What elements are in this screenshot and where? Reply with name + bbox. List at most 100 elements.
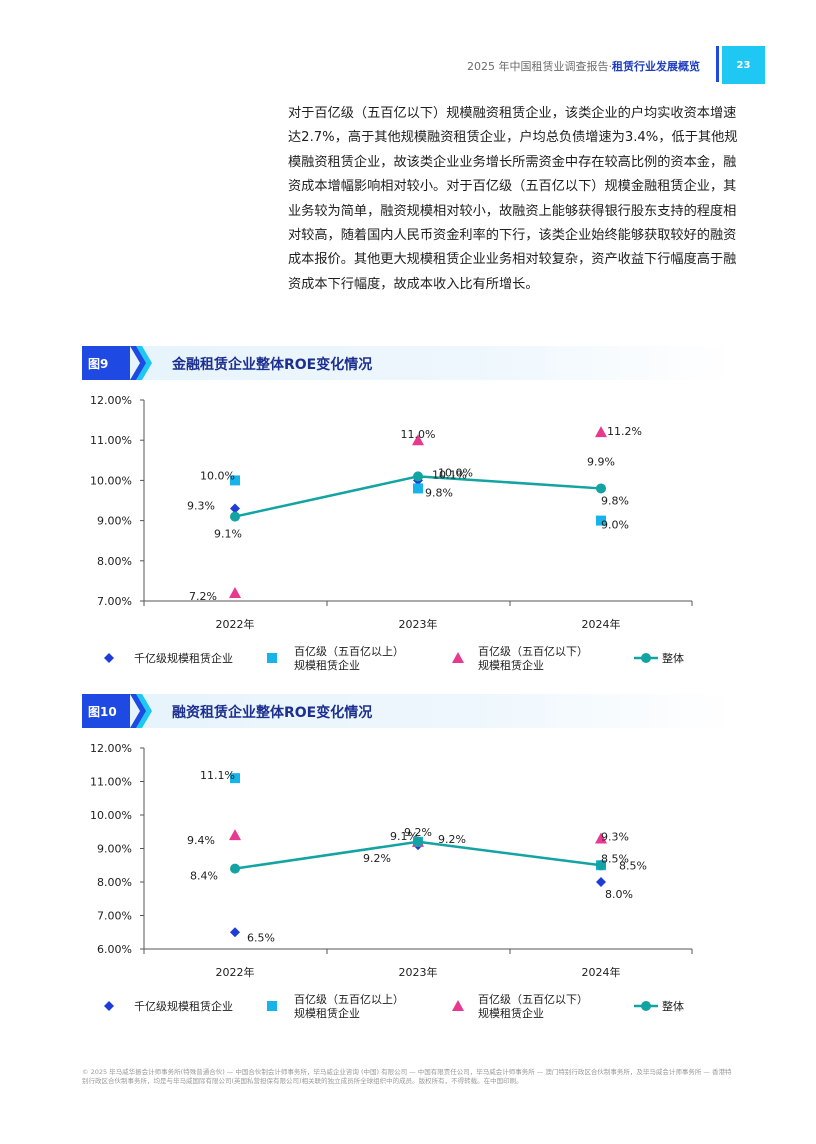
data-point	[230, 503, 240, 514]
data-point	[413, 471, 423, 482]
data-label: 9.8%	[425, 486, 453, 499]
page-number: 23	[722, 46, 765, 84]
data-label: 9.3%	[601, 830, 629, 843]
data-point	[230, 773, 240, 784]
data-label: 8.5%	[619, 859, 647, 872]
data-label: 9.2%	[404, 826, 432, 839]
legend-marker	[104, 653, 114, 663]
y-tick-label: 9.00%	[97, 515, 132, 528]
legend-marker	[267, 1001, 277, 1011]
y-tick-label: 6.00%	[97, 943, 132, 956]
x-tick-label: 2022年	[216, 965, 255, 979]
data-label: 6.5%	[247, 931, 275, 944]
x-tick-label: 2024年	[582, 965, 621, 979]
data-label: 9.9%	[587, 455, 615, 468]
data-label: 9.2%	[363, 852, 391, 865]
y-tick-label: 9.00%	[97, 843, 132, 856]
roe-chart-financial-leasing: 12.00% 11.00% 10.00% 9.00% 8.00% 7.00% 2022年 20…	[90, 394, 693, 672]
figure-9-title: 金融租赁企业整体ROE变化情况	[172, 357, 373, 373]
legend-marker	[104, 1001, 114, 1011]
data-point	[230, 927, 240, 938]
figure-10-title: 融资租赁企业整体ROE变化情况	[172, 705, 373, 721]
chevron-right-icon	[130, 694, 152, 728]
legend-marker	[641, 653, 651, 663]
legend-label: 千亿级规模租赁企业	[134, 651, 233, 665]
data-point	[230, 863, 240, 874]
data-point	[595, 426, 607, 438]
legend-label: 规模租赁企业	[294, 1006, 360, 1020]
legend-label: 百亿级（五百亿以上）	[294, 993, 404, 1006]
y-tick-label: 8.00%	[97, 876, 132, 889]
figure-10-banner: 图10 融资租赁企业整体ROE变化情况	[82, 694, 736, 728]
data-point	[413, 836, 423, 847]
data-label: 9.4%	[187, 834, 215, 847]
legend-label: 百亿级（五百亿以下）	[478, 993, 588, 1006]
legend-label: 规模租赁企业	[478, 658, 544, 672]
data-point	[230, 511, 240, 522]
data-point	[229, 829, 241, 841]
page-header: 2025 年中国租赁业调查报告·租赁行业发展概览 23	[0, 44, 816, 84]
figure-9-chart: 12.00% 11.00% 10.00% 9.00% 8.00% 7.00% 2022年 20…	[82, 388, 736, 678]
data-point	[595, 832, 607, 844]
header-report-name: 2025 年中国租赁业调查报告·	[467, 60, 612, 73]
data-point	[229, 586, 241, 598]
data-label: 9.3%	[187, 500, 215, 513]
header-divider	[716, 46, 719, 82]
y-tick-label: 12.00%	[90, 394, 132, 407]
legend-label: 整体	[662, 999, 684, 1013]
y-tick-label: 8.00%	[97, 555, 132, 568]
y-tick-label: 10.00%	[90, 809, 132, 822]
legend-marker	[641, 1001, 651, 1011]
data-label: 8.5%	[601, 852, 629, 865]
x-tick-label: 2022年	[216, 617, 255, 631]
data-point	[596, 877, 606, 887]
data-point	[230, 475, 240, 486]
data-label: 9.2%	[438, 833, 466, 846]
legend-marker	[267, 653, 277, 663]
data-point	[596, 483, 606, 494]
header-section-name: 租赁行业发展概览	[612, 60, 700, 73]
roe-chart-finance-leasing: 12.00% 11.00% 10.00% 9.00% 8.00% 7.00% 6.00% 20…	[90, 742, 693, 1020]
chevron-right-icon	[130, 346, 152, 380]
legend-label: 规模租赁企业	[294, 658, 360, 672]
x-tick-label: 2023年	[399, 965, 438, 979]
data-label: 10.0%	[200, 469, 235, 482]
data-label: 8.4%	[190, 870, 218, 883]
y-tick-label: 7.00%	[97, 910, 132, 923]
legend-label: 规模租赁企业	[478, 1006, 544, 1020]
copyright-footer: © 2025 毕马威华振会计师事务所(特殊普通合伙) — 中国合伙制会计师事务所…	[82, 1068, 732, 1085]
figure-10-tag: 图10	[82, 694, 130, 728]
data-label: 11.1%	[200, 769, 235, 782]
data-label: 7.2%	[189, 590, 217, 603]
y-tick-label: 11.00%	[90, 434, 132, 447]
legend-marker	[452, 652, 464, 663]
figure-10-chart: 12.00% 11.00% 10.00% 9.00% 8.00% 7.00% 6.00% 20…	[82, 736, 736, 1026]
legend-label: 百亿级（五百亿以上）	[294, 645, 404, 658]
data-label: 10.1%	[432, 468, 467, 481]
data-label: 9.1%	[390, 830, 418, 843]
y-tick-label: 12.00%	[90, 742, 132, 755]
body-paragraph: 对于百亿级（五百亿以下）规模融资租赁企业，该类企业的户均实收资本增速达2.7%，…	[288, 106, 738, 292]
figure-9-tag: 图9	[82, 346, 130, 380]
header-title: 2025 年中国租赁业调查报告·租赁行业发展概览	[467, 58, 700, 74]
data-label: 9.8%	[601, 494, 629, 507]
x-tick-label: 2023年	[399, 617, 438, 631]
data-label: 11.0%	[401, 428, 436, 441]
legend-label: 千亿级规模租赁企业	[134, 999, 233, 1013]
data-label: 9.1%	[214, 528, 242, 541]
y-tick-label: 7.00%	[97, 595, 132, 608]
figure-9-banner: 图9 金融租赁企业整体ROE变化情况	[82, 346, 736, 380]
data-point	[596, 860, 606, 871]
legend-label: 百亿级（五百亿以下）	[478, 645, 588, 658]
data-label: 9.0%	[601, 519, 629, 532]
data-label: 11.2%	[607, 425, 642, 438]
data-point	[413, 483, 423, 494]
x-tick-label: 2024年	[582, 617, 621, 631]
data-label: 8.0%	[605, 888, 633, 901]
data-point	[412, 434, 424, 446]
legend-label: 整体	[662, 651, 684, 665]
y-tick-label: 10.00%	[90, 474, 132, 487]
data-label: 10.0%	[438, 466, 473, 479]
y-tick-label: 11.00%	[90, 776, 132, 789]
data-point	[596, 515, 606, 526]
